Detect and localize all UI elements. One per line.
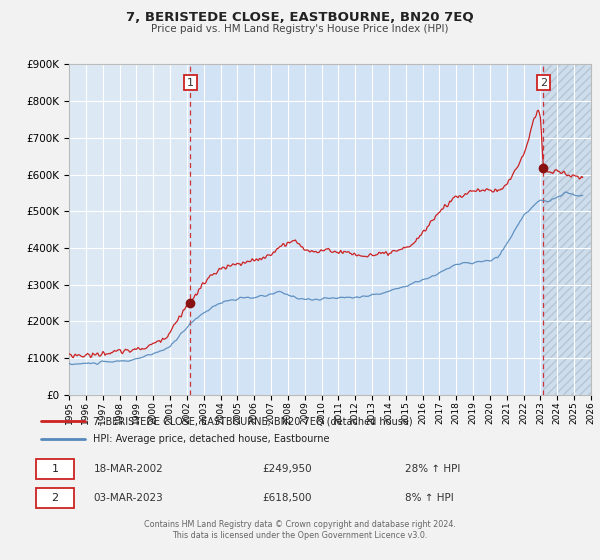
Text: £249,950: £249,950	[262, 464, 311, 474]
Text: 7, BERISTEDE CLOSE, EASTBOURNE, BN20 7EQ: 7, BERISTEDE CLOSE, EASTBOURNE, BN20 7EQ	[126, 11, 474, 24]
FancyBboxPatch shape	[35, 459, 74, 479]
Text: 03-MAR-2023: 03-MAR-2023	[94, 493, 163, 503]
Text: £618,500: £618,500	[262, 493, 311, 503]
Text: 2: 2	[540, 78, 547, 87]
Text: 1: 1	[187, 78, 194, 87]
FancyBboxPatch shape	[35, 488, 74, 508]
Text: This data is licensed under the Open Government Licence v3.0.: This data is licensed under the Open Gov…	[172, 531, 428, 540]
Text: 18-MAR-2002: 18-MAR-2002	[94, 464, 163, 474]
Text: 28% ↑ HPI: 28% ↑ HPI	[406, 464, 461, 474]
Text: 1: 1	[52, 464, 58, 474]
Text: 2: 2	[51, 493, 58, 503]
Text: Price paid vs. HM Land Registry's House Price Index (HPI): Price paid vs. HM Land Registry's House …	[151, 24, 449, 34]
Text: 7, BERISTEDE CLOSE, EASTBOURNE, BN20 7EQ (detached house): 7, BERISTEDE CLOSE, EASTBOURNE, BN20 7EQ…	[94, 417, 413, 426]
Text: Contains HM Land Registry data © Crown copyright and database right 2024.: Contains HM Land Registry data © Crown c…	[144, 520, 456, 529]
Bar	[190, 64, 544, 395]
Bar	[544, 64, 591, 395]
Text: HPI: Average price, detached house, Eastbourne: HPI: Average price, detached house, East…	[94, 435, 330, 444]
Text: 8% ↑ HPI: 8% ↑ HPI	[406, 493, 454, 503]
